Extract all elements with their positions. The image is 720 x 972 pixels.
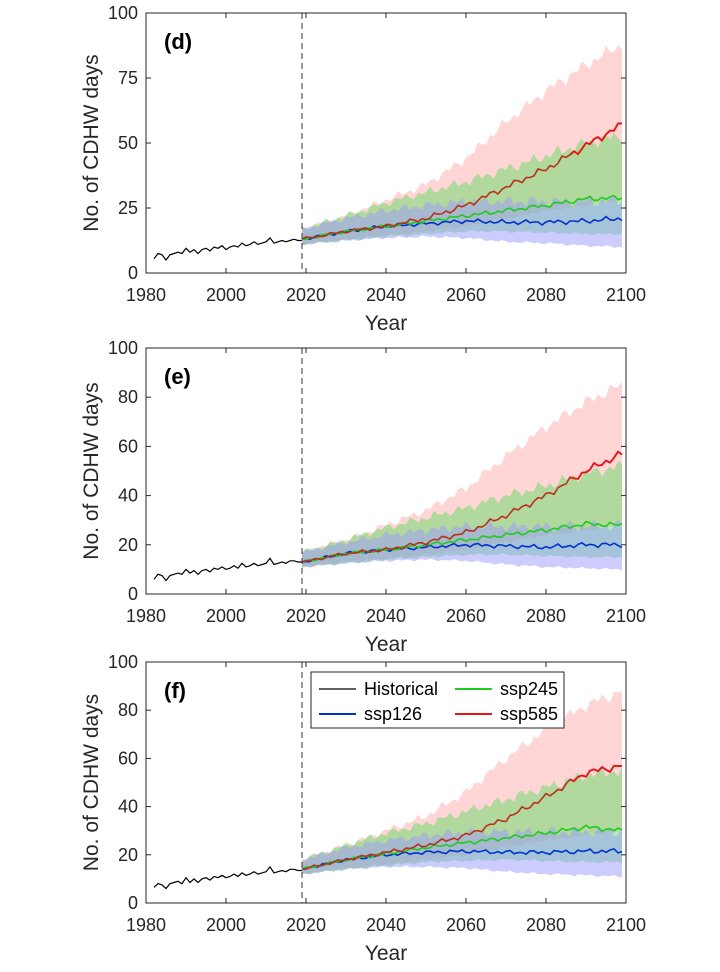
x-tick-label: 2040 — [366, 606, 406, 626]
ssp585-line-tail — [569, 764, 623, 783]
legend-label-ssp585: ssp585 — [500, 704, 558, 724]
x-tick-label: 2100 — [606, 606, 646, 626]
x-tick-label: 2080 — [526, 285, 566, 305]
x-tick-label: 2060 — [446, 915, 486, 935]
y-tick-label: 25 — [118, 198, 138, 218]
panel-e: 1980 2000 2020 2040 2060 2080 2100020406080100… — [80, 338, 646, 656]
x-tick-label: 2000 — [206, 915, 246, 935]
y-tick-label: 0 — [128, 893, 138, 913]
x-tick-label: 2060 — [446, 606, 486, 626]
x-tick-label: 2100 — [606, 915, 646, 935]
ssp585-line-tail — [569, 450, 623, 480]
y-tick-label: 40 — [118, 797, 138, 817]
ssp245-line — [301, 520, 623, 563]
panel-f: 1980 2000 2020 2040 2060 2080 2100020406080100… — [80, 652, 646, 965]
x-tick-label: 1980 — [126, 915, 166, 935]
x-tick-label: 2060 — [446, 285, 486, 305]
y-tick-label: 60 — [118, 436, 138, 456]
ssp245-line — [301, 824, 623, 870]
y-tick-label: 0 — [128, 584, 138, 604]
ssp585-line-tail — [569, 122, 623, 156]
y-tick-label: 60 — [118, 748, 138, 768]
x-tick-label: 2000 — [206, 606, 246, 626]
legend-label-ssp126: ssp126 — [364, 704, 422, 724]
ssp585-line — [301, 450, 623, 563]
ssp585-line — [301, 122, 623, 240]
legend-label-historical: Historical — [364, 679, 438, 699]
x-axis-label: Year — [365, 633, 407, 656]
y-axis-label: No. of CDHW days — [80, 382, 103, 559]
x-tick-label: 2000 — [206, 285, 246, 305]
y-tick-label: 100 — [108, 652, 138, 672]
x-tick-label: 2040 — [366, 285, 406, 305]
panel-d: 1980 2000 2020 2040 2060 2080 2100 0 25 50 75 100 Ye… — [80, 3, 646, 335]
ssp126-range-band — [302, 194, 622, 248]
x-tick-label: 1980 — [126, 285, 166, 305]
x-axis-label: Year — [365, 942, 407, 965]
x-tick-label: 2080 — [526, 915, 566, 935]
x-axis-label: Year — [365, 312, 407, 335]
historical-line — [153, 557, 302, 582]
x-tick-label: 2020 — [286, 285, 326, 305]
x-tick-label: 2100 — [606, 285, 646, 305]
y-axis-label: No. of CDHW days — [80, 694, 103, 871]
x-tick-label: 2040 — [366, 915, 406, 935]
y-tick-label: 40 — [118, 486, 138, 506]
y-tick-label: 50 — [118, 133, 138, 153]
y-tick-label: 100 — [108, 3, 138, 23]
x-tick-label: 2020 — [286, 915, 326, 935]
legend-box — [310, 671, 565, 729]
y-axis-label: No. of CDHW days — [80, 54, 103, 231]
legend-label-ssp245: ssp245 — [500, 679, 558, 699]
y-tick-label: 80 — [118, 700, 138, 720]
ssp126-range-band — [302, 826, 622, 878]
y-tick-label: 0 — [128, 263, 138, 283]
ssp585-line — [301, 764, 623, 871]
y-tick-label: 80 — [118, 387, 138, 407]
legend: Historical ssp126 ssp245 ssp585 — [310, 671, 565, 729]
x-tick-label: 1980 — [126, 606, 166, 626]
ssp126-line — [301, 215, 623, 241]
historical-line — [153, 236, 302, 261]
y-tick-label: 20 — [118, 535, 138, 555]
y-tick-label: 100 — [108, 338, 138, 358]
x-tick-label: 2080 — [526, 606, 566, 626]
panel-label: (f) — [164, 678, 186, 703]
y-tick-label: 75 — [118, 68, 138, 88]
panel-label: (e) — [164, 364, 191, 389]
panel-label: (d) — [164, 29, 192, 54]
y-tick-label: 20 — [118, 845, 138, 865]
x-tick-label: 2020 — [286, 606, 326, 626]
historical-line — [153, 865, 302, 890]
